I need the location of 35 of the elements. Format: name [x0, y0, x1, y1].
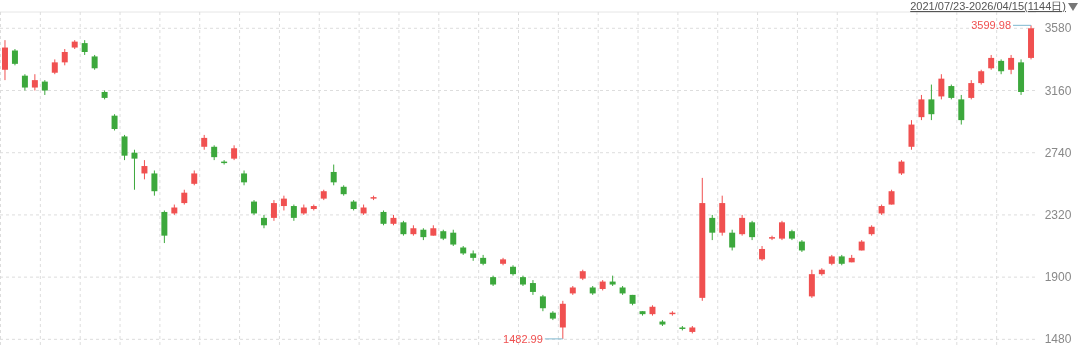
candlestick — [161, 209, 168, 244]
y-tick-label: 1480 — [1044, 332, 1072, 346]
candlestick — [769, 235, 776, 241]
annotation: 3599.98 — [971, 19, 1012, 32]
candlestick — [908, 119, 915, 151]
y-tick-label: 2740 — [1044, 145, 1072, 160]
candlestick — [1008, 54, 1015, 75]
candlestick — [151, 169, 158, 197]
candlestick — [141, 159, 148, 180]
candlestick — [938, 73, 945, 100]
candlestick — [928, 84, 935, 121]
candlestick — [749, 220, 756, 241]
candlestick — [131, 149, 138, 191]
candlestick — [31, 73, 38, 91]
candlestick — [270, 199, 277, 222]
y-tick-label: 3580 — [1044, 21, 1072, 36]
chart-title: 2021/07/23-2026/04/15(1144日) — [910, 0, 1066, 12]
candlestick — [121, 134, 128, 161]
candlestick — [729, 229, 736, 251]
candlestick — [918, 94, 925, 121]
candlestick — [739, 214, 746, 237]
y-tick-label: 2320 — [1044, 207, 1072, 222]
candlestick — [280, 195, 287, 211]
candlestick — [330, 164, 337, 186]
candlestick — [709, 214, 716, 241]
candlestick — [958, 94, 965, 126]
candlestick — [260, 214, 267, 229]
annotation: 1482.99 — [503, 332, 543, 345]
candlestick — [1, 39, 8, 81]
candlestick — [559, 300, 566, 340]
y-tick-label: 1900 — [1044, 270, 1072, 285]
candlestick — [968, 79, 975, 100]
y-tick-label: 3160 — [1044, 83, 1072, 98]
candlestick — [778, 220, 785, 241]
candlestick — [808, 269, 815, 299]
